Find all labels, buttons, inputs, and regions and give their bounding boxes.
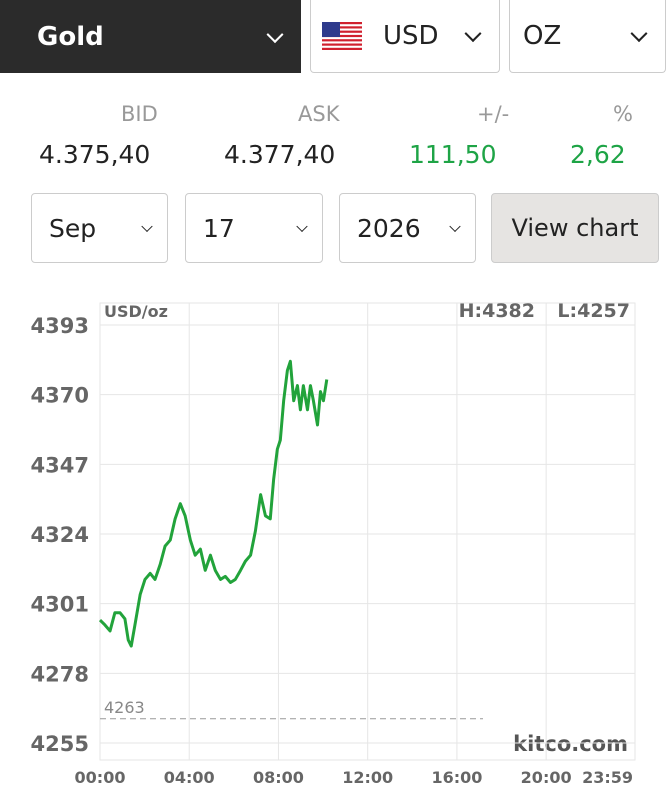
currency-select[interactable]: USD — [310, 0, 500, 73]
y-tick-label: 4393 — [31, 314, 89, 338]
unit: OZ — [523, 21, 562, 51]
change-value: 111,50 — [409, 140, 497, 169]
currency: USD — [383, 21, 439, 51]
day-select[interactable]: 17 — [185, 193, 323, 263]
percent-value: 2,62 — [570, 140, 626, 169]
ask-label: ASK — [298, 102, 340, 126]
y-tick-label: 4255 — [31, 732, 89, 756]
x-tick-label: 08:00 — [253, 768, 304, 787]
bid-value: 4.375,40 — [39, 140, 151, 169]
unit-select[interactable]: OZ — [509, 0, 666, 73]
x-tick-label: 23:59 — [582, 768, 633, 787]
bid-label: BID — [121, 102, 158, 126]
y-tick-label: 4347 — [31, 453, 89, 477]
percent-label: % — [613, 102, 633, 126]
year: 2026 — [357, 213, 421, 243]
view-chart-button[interactable]: View chart — [491, 193, 659, 263]
flag — [322, 22, 362, 50]
metal: Gold — [37, 21, 104, 52]
change-label: +/- — [477, 102, 510, 126]
low-label: L:4257 — [557, 300, 630, 322]
x-tick-label: 20:00 — [521, 768, 572, 787]
y-tick-label: 4370 — [31, 384, 89, 408]
day: 17 — [203, 213, 235, 243]
price-line — [98, 359, 329, 648]
year-select[interactable]: 2026 — [339, 193, 476, 263]
month: Sep — [49, 213, 97, 243]
chart: USD/oz H:4382 L:4257 kitco.com 4255 4278 4… — [31, 300, 636, 787]
y-tick-label: 4301 — [31, 593, 89, 617]
x-tick-label: 12:00 — [342, 768, 393, 787]
high-label: H:4382 — [459, 300, 535, 322]
reference-label: 4263 — [104, 698, 145, 717]
y-tick-label: 4278 — [31, 662, 89, 686]
x-tick-label: 00:00 — [75, 768, 126, 787]
x-tick-label: 04:00 — [164, 768, 215, 787]
watermark: kitco.com — [513, 732, 628, 756]
y-tick-label: 4324 — [31, 523, 89, 547]
ask-value: 4.377,40 — [224, 140, 336, 169]
metal-select[interactable]: Gold — [0, 0, 301, 73]
x-tick-label: 16:00 — [431, 768, 482, 787]
month-select[interactable]: Sep — [31, 193, 168, 263]
unit-label: USD/oz — [104, 302, 168, 321]
button-label: View chart — [511, 214, 639, 242]
